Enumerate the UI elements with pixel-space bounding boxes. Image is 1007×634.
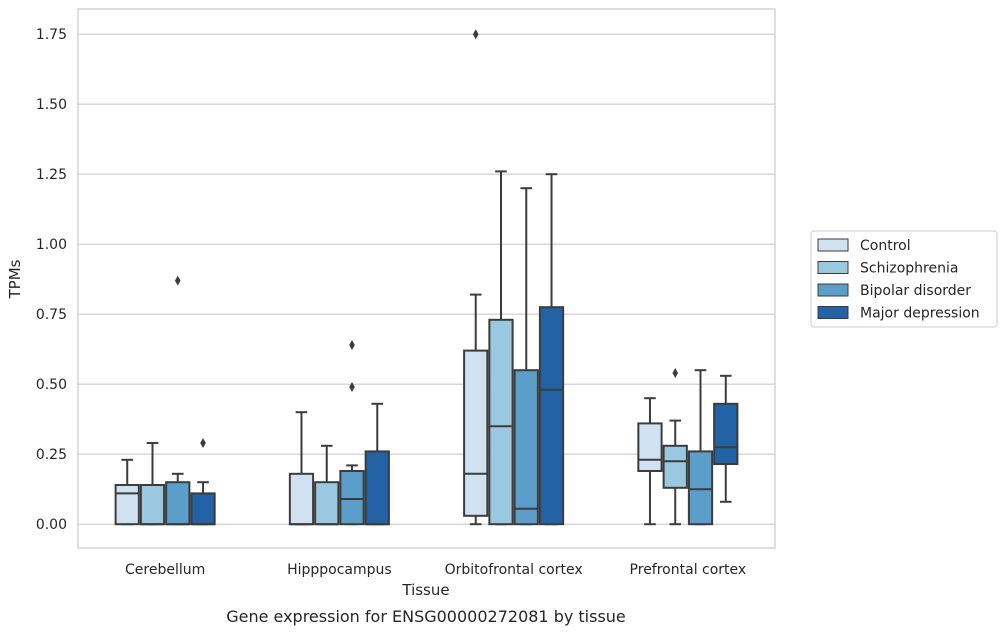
x-tick-label: Cerebellum xyxy=(125,562,205,578)
y-tick-labels: 0.00 0.25 0.50 0.75 1.00 1.25 1.50 1.75 xyxy=(36,27,67,533)
box-group xyxy=(513,187,539,526)
box xyxy=(662,444,688,489)
box-group xyxy=(488,170,514,526)
box xyxy=(364,450,390,526)
box xyxy=(288,472,315,526)
outlier-point xyxy=(174,275,181,286)
box-group xyxy=(713,374,739,503)
box xyxy=(637,422,663,472)
legend-frame xyxy=(810,230,998,328)
box xyxy=(314,481,340,526)
y-tick-label: 1.00 xyxy=(36,237,67,253)
box xyxy=(538,306,565,526)
box-group xyxy=(538,173,565,526)
y-tick-label: 0.75 xyxy=(36,307,67,323)
chart-caption: Gene expression for ENSG00000272081 by t… xyxy=(226,607,626,626)
box-group xyxy=(637,397,663,526)
outlier-point xyxy=(200,438,206,448)
box-group xyxy=(165,275,191,526)
y-tick-label: 1.25 xyxy=(36,167,67,183)
outlier-point xyxy=(672,368,679,378)
legend-label: Schizophrenia xyxy=(860,261,958,277)
x-tick-labels: Cerebellum Hipppocampus Orbitofrontal cort… xyxy=(125,562,746,578)
box-group xyxy=(288,411,315,526)
box xyxy=(190,492,216,526)
legend-swatch xyxy=(817,306,849,319)
box-group xyxy=(314,444,340,526)
outlier-point xyxy=(472,29,479,40)
y-tick-label: 0.50 xyxy=(36,377,67,393)
x-tick-label: Orbitofrontal cortex xyxy=(445,562,583,578)
box xyxy=(339,470,365,526)
box-group xyxy=(190,438,216,526)
box xyxy=(165,481,191,526)
box-group xyxy=(339,340,365,526)
box-layer xyxy=(114,29,739,526)
box-group xyxy=(662,368,688,526)
legend-swatch xyxy=(817,283,849,297)
box-group xyxy=(139,442,166,526)
plot-frame xyxy=(77,8,776,549)
box-group xyxy=(364,402,390,526)
legend: Control Schizophrenia Bipolar disorder Majo… xyxy=(810,230,998,328)
box-group xyxy=(114,458,140,526)
box-group xyxy=(463,29,489,526)
outlier-point xyxy=(349,340,355,350)
y-tick-label: 0.25 xyxy=(36,447,67,463)
box xyxy=(687,450,714,526)
y-tick-label: 1.50 xyxy=(36,97,67,113)
box xyxy=(713,402,739,465)
box xyxy=(488,318,514,526)
outlier-point xyxy=(349,382,355,392)
x-axis-label: Tissue xyxy=(401,581,449,599)
x-tick-label: Hipppocampus xyxy=(287,562,392,578)
y-tick-label: 1.75 xyxy=(36,27,67,43)
box xyxy=(463,349,489,517)
legend-label: Control xyxy=(860,238,911,254)
box-group xyxy=(687,369,714,526)
legend-swatch xyxy=(817,261,849,274)
y-tick-label: 0.00 xyxy=(36,517,67,533)
box xyxy=(139,484,166,526)
grid-layer xyxy=(78,33,775,525)
box xyxy=(513,369,539,526)
x-tick-label: Prefrontal cortex xyxy=(630,562,747,578)
box xyxy=(114,484,140,526)
legend-swatch xyxy=(817,238,849,252)
y-axis-label: TPMs xyxy=(6,259,24,299)
legend-label: Bipolar disorder xyxy=(860,283,971,299)
legend-label: Major depression xyxy=(860,306,980,322)
